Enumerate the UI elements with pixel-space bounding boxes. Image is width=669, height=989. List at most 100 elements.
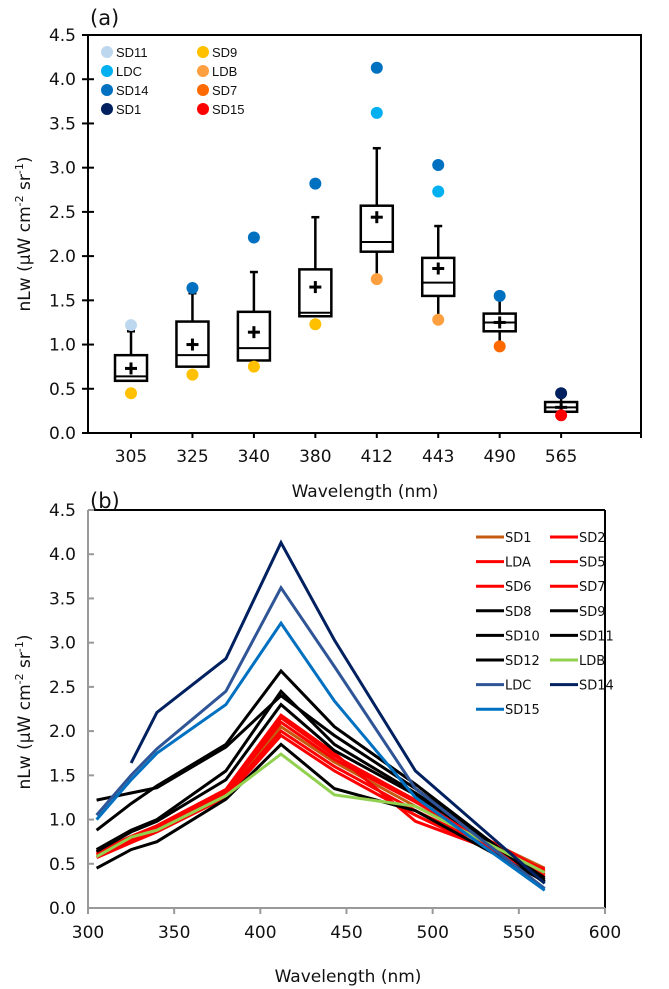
legend-marker: [197, 46, 209, 58]
y-tick-label: 1.5: [49, 766, 76, 786]
y-tick-label: 0.0: [49, 424, 76, 444]
legend-label: LDB: [579, 654, 605, 669]
legend-label: LDA: [505, 556, 531, 571]
series-line-SD15: [95, 620, 546, 892]
legend-label: SD5: [579, 556, 606, 571]
y-axis: 0.0 0.5 1.0 1.5 2.0 2.5 3.0 3.5 4.0 4.5: [49, 501, 94, 919]
legend-label: SD15: [505, 703, 540, 718]
legend-marker: [197, 65, 209, 77]
x-tick-label: 400: [244, 923, 276, 943]
x-tick-label: 380: [299, 447, 331, 467]
legend-label: SD9: [212, 45, 237, 60]
legend-label: SD12: [505, 654, 540, 669]
x-tick-label: 412: [361, 447, 393, 467]
y-axis-title: nLw (µW cm-2 sr-1): [13, 635, 35, 790]
legend-label: SD7: [212, 83, 237, 98]
box-412: [359, 146, 395, 279]
x-axis: 300 350 400 450 500 550 600: [72, 908, 621, 943]
series-line-SD9: [95, 742, 546, 883]
legend: SD11 LDC SD14 SD1 SD9 LDB SD7 SD15: [101, 45, 245, 117]
y-tick-label: 3.5: [49, 589, 76, 609]
legend: SD1 SD2 LDA SD5 SD6 SD7 SD8 SD9 SD10 SD11 SD12 LDB L…: [476, 531, 614, 718]
legend-label: LDB: [212, 64, 237, 79]
series-line-LDB: [95, 752, 546, 874]
x-tick-label: 325: [176, 447, 208, 467]
y-tick-label: 4.5: [49, 501, 76, 521]
legend-label: SD15: [212, 102, 245, 117]
series-line-SD8: [95, 688, 546, 881]
legend-label: SD14: [579, 679, 614, 694]
y-tick-label: 0.0: [49, 899, 76, 919]
legend-label: SD9: [579, 605, 606, 620]
x-tick-label: 500: [416, 923, 448, 943]
panel-label-b: (b): [90, 489, 120, 513]
outlier-point-SD14: [432, 159, 445, 172]
legend-marker: [101, 65, 113, 77]
outlier-point-SD9: [186, 368, 199, 381]
x-tick-label: 350: [158, 923, 190, 943]
legend-marker: [197, 103, 209, 115]
x-axis: 305 325 340 380 412 443 490 565: [115, 433, 642, 467]
outlier-point-SD14: [493, 289, 506, 302]
y-tick-label: 0.5: [49, 380, 76, 400]
outlier-point-SD9: [125, 387, 138, 400]
y-tick-label: 2.0: [49, 722, 76, 742]
outlier-point-LDB: [370, 273, 383, 286]
x-axis-title: Wavelength (nm): [275, 967, 422, 987]
legend-label: SD7: [579, 580, 606, 595]
series-line-LDC: [95, 584, 546, 890]
legend-label: SD1: [116, 102, 141, 117]
y-tick-label: 2.0: [49, 247, 76, 267]
box-plot-chart: 0.0 0.5 1.0 1.5 2.0 2.5 3.0 3.5 4.0 4.5 305 325 340…: [13, 6, 642, 500]
y-tick-label: 3.5: [49, 114, 76, 134]
legend-marker: [101, 103, 113, 115]
outlier-point-SD14: [186, 281, 199, 294]
y-tick-label: 3.0: [49, 159, 76, 179]
y-axis: 0.0 0.5 1.0 1.5 2.0 2.5 3.0 3.5 4.0 4.5: [49, 26, 94, 444]
outlier-point-SD14: [247, 231, 260, 244]
x-tick-label: 490: [483, 447, 515, 467]
outlier-point-SD9: [247, 360, 260, 373]
legend-marker: [101, 84, 113, 96]
legend-marker: [197, 84, 209, 96]
outlier-point-SD14: [309, 177, 322, 190]
outliers: [125, 61, 568, 422]
legend-label: SD1: [505, 531, 532, 546]
y-tick-label: 1.5: [49, 291, 76, 311]
x-tick-label: 305: [115, 447, 147, 467]
outlier-point-SD14: [370, 61, 383, 74]
x-axis-title: Wavelength (nm): [292, 482, 439, 500]
x-tick-label: 340: [238, 447, 270, 467]
legend-label: SD11: [116, 45, 148, 60]
legend-label: SD14: [116, 83, 149, 98]
outlier-point-LDC: [432, 185, 445, 198]
x-tick-label: 450: [330, 923, 362, 943]
series-line-SD11: [96, 693, 546, 883]
box-325: [175, 292, 210, 368]
x-tick-label: 565: [545, 447, 577, 467]
y-tick-label: 4.0: [49, 545, 76, 565]
panel-label-a: (a): [90, 6, 119, 30]
y-tick-label: 2.5: [49, 678, 76, 698]
legend-label: SD10: [505, 629, 540, 644]
y-tick-label: 1.0: [49, 336, 76, 356]
series-line-SD2: [95, 715, 546, 873]
x-tick-label: 443: [422, 447, 454, 467]
x-tick-label: 600: [589, 923, 621, 943]
plot-border: [87, 34, 642, 434]
outlier-point-SD11: [125, 319, 138, 332]
box-443: [420, 224, 456, 319]
x-tick-label: 300: [72, 923, 104, 943]
outlier-point-SD1: [555, 387, 568, 400]
legend-label: SD2: [579, 531, 606, 546]
series-line-SD14: [129, 539, 546, 885]
legend-label: SD11: [579, 629, 614, 644]
outlier-point-SD9: [309, 318, 322, 331]
y-tick-label: 4.5: [49, 26, 76, 46]
outlier-point-SD15: [555, 409, 568, 422]
outlier-point-LDB: [432, 313, 445, 326]
box-380: [298, 215, 333, 318]
series-lines: [95, 539, 546, 892]
legend-label: LDC: [116, 64, 142, 79]
